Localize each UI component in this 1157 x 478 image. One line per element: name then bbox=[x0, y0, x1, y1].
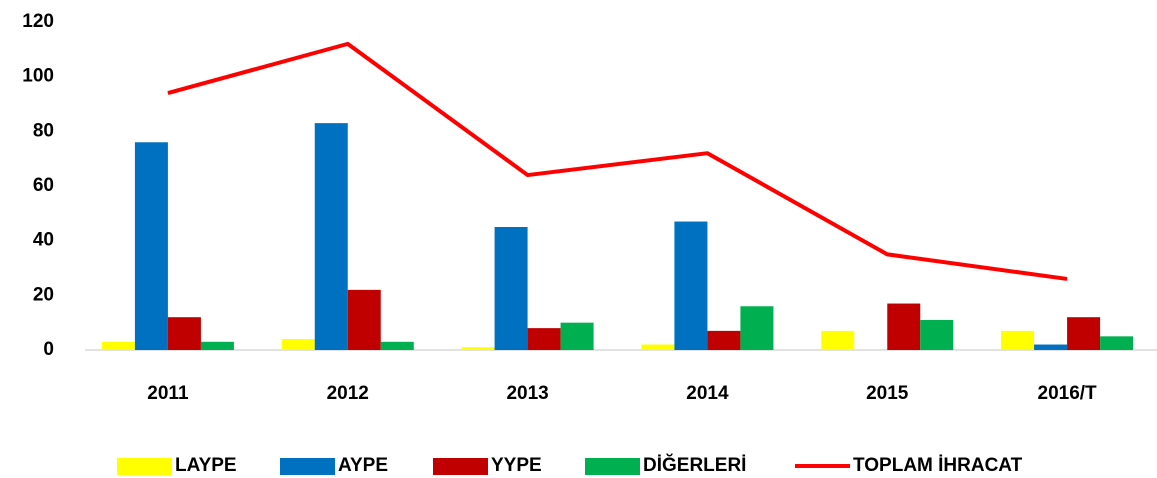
bar bbox=[347, 289, 381, 350]
bar bbox=[380, 341, 414, 350]
legend-label: LAYPE bbox=[175, 455, 237, 476]
y-tick-label: 0 bbox=[43, 339, 54, 360]
bar bbox=[134, 142, 168, 350]
legend-swatch bbox=[280, 458, 335, 475]
y-tick-label: 40 bbox=[33, 230, 54, 251]
bar bbox=[740, 306, 774, 350]
bar bbox=[887, 303, 921, 350]
bar bbox=[167, 317, 201, 350]
x-tick-label: 2012 bbox=[327, 383, 369, 404]
bar bbox=[314, 123, 348, 350]
y-tick-label: 100 bbox=[22, 66, 54, 87]
bar bbox=[200, 341, 234, 350]
legend-swatch bbox=[433, 458, 488, 475]
y-tick-label: 120 bbox=[22, 11, 54, 32]
bar bbox=[461, 347, 495, 350]
bar bbox=[1034, 344, 1068, 350]
bar bbox=[281, 339, 315, 350]
bar bbox=[494, 227, 528, 350]
bar bbox=[641, 344, 675, 350]
legend-label: AYPE bbox=[338, 455, 388, 476]
y-tick-label: 80 bbox=[33, 120, 54, 141]
bar bbox=[527, 328, 561, 350]
bar bbox=[821, 330, 855, 350]
x-tick-label: 2015 bbox=[866, 383, 909, 404]
bar bbox=[1100, 336, 1134, 350]
x-tick-label: 2016/T bbox=[1038, 383, 1098, 404]
legend-swatch bbox=[585, 458, 640, 475]
x-tick-label: 2013 bbox=[506, 383, 548, 404]
bar bbox=[560, 322, 594, 350]
legend-label: TOPLAM İHRACAT bbox=[853, 455, 1023, 476]
line bbox=[167, 41, 1068, 281]
bar bbox=[920, 319, 954, 350]
bar bbox=[674, 221, 708, 350]
x-tick-label: 2014 bbox=[686, 383, 729, 404]
bar bbox=[1067, 317, 1101, 350]
bar bbox=[1001, 330, 1035, 350]
x-tick-label: 2011 bbox=[147, 383, 189, 404]
bar bbox=[707, 330, 741, 350]
y-tick-label: 20 bbox=[33, 284, 54, 305]
y-tick-label: 60 bbox=[33, 175, 54, 196]
legend-swatch bbox=[117, 458, 172, 475]
bar bbox=[101, 341, 135, 350]
legend-label: YYPE bbox=[491, 455, 542, 476]
legend-label: DİĞERLERİ bbox=[643, 454, 746, 476]
